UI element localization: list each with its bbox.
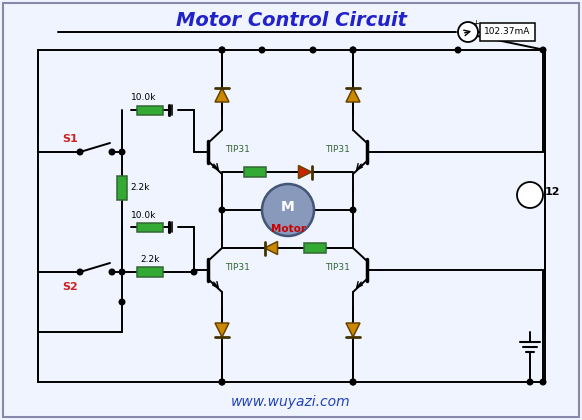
Text: 2.2k: 2.2k	[140, 255, 159, 264]
Circle shape	[109, 149, 115, 155]
Polygon shape	[299, 165, 311, 178]
Bar	[304, 243, 326, 253]
Polygon shape	[346, 88, 360, 102]
Circle shape	[77, 269, 83, 275]
Circle shape	[219, 47, 225, 53]
Text: 2.2k: 2.2k	[130, 184, 150, 192]
Text: 102.37mA: 102.37mA	[484, 27, 530, 37]
Circle shape	[455, 47, 461, 53]
Circle shape	[109, 269, 115, 275]
Bar	[244, 167, 266, 177]
Polygon shape	[264, 241, 278, 255]
Circle shape	[350, 379, 356, 385]
Circle shape	[517, 182, 543, 208]
Text: 10.0k: 10.0k	[131, 94, 156, 102]
Circle shape	[259, 47, 265, 53]
Circle shape	[119, 269, 125, 275]
Bar	[137, 105, 163, 115]
Text: www.wuyazi.com: www.wuyazi.com	[231, 395, 351, 409]
Text: 12: 12	[545, 187, 560, 197]
Bar	[137, 223, 163, 231]
Polygon shape	[215, 88, 229, 102]
Text: TIP31: TIP31	[225, 145, 250, 155]
Circle shape	[119, 149, 125, 155]
Text: +: +	[528, 181, 536, 191]
Circle shape	[219, 47, 225, 53]
Text: TIP31: TIP31	[325, 145, 350, 155]
Circle shape	[77, 149, 83, 155]
Text: TIP31: TIP31	[325, 263, 350, 273]
Circle shape	[350, 379, 356, 385]
Bar	[480, 23, 535, 41]
Circle shape	[350, 47, 356, 53]
Circle shape	[219, 379, 225, 385]
Circle shape	[458, 22, 478, 42]
Text: S1: S1	[62, 134, 78, 144]
Circle shape	[350, 47, 356, 53]
Text: S2: S2	[62, 282, 78, 292]
Circle shape	[350, 207, 356, 213]
Circle shape	[310, 47, 316, 53]
Circle shape	[219, 379, 225, 385]
Text: +: +	[473, 19, 480, 29]
Text: M: M	[281, 200, 295, 214]
Bar	[137, 267, 163, 277]
Circle shape	[219, 207, 225, 213]
Circle shape	[119, 299, 125, 305]
Text: Motor: Motor	[271, 224, 306, 234]
Bar	[117, 176, 127, 200]
Circle shape	[540, 47, 546, 53]
Text: 10.0k: 10.0k	[131, 210, 156, 220]
Text: Motor Control Circuit: Motor Control Circuit	[176, 10, 406, 29]
Polygon shape	[215, 323, 229, 337]
Text: TIP31: TIP31	[225, 263, 250, 273]
Circle shape	[191, 269, 197, 275]
Circle shape	[540, 379, 546, 385]
Polygon shape	[346, 323, 360, 337]
Circle shape	[527, 379, 533, 385]
Circle shape	[262, 184, 314, 236]
